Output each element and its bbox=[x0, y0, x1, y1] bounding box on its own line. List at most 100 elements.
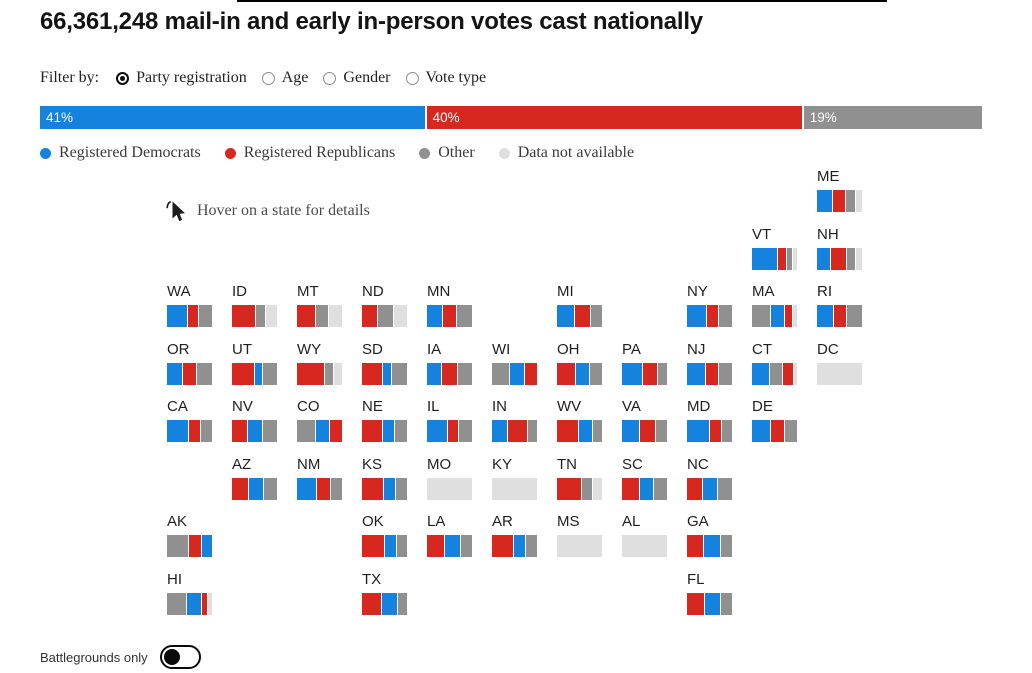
segment-dem bbox=[492, 420, 508, 442]
state-ri[interactable]: RI bbox=[817, 284, 863, 327]
filter-option-party-registration[interactable]: Party registration bbox=[116, 69, 247, 87]
state-ny[interactable]: NY bbox=[687, 284, 733, 327]
segment-rep bbox=[771, 420, 784, 442]
state-sc[interactable]: SC bbox=[622, 455, 668, 500]
segment-dem bbox=[249, 477, 264, 500]
state-bar bbox=[752, 305, 797, 327]
state-bar bbox=[622, 477, 668, 500]
state-abbr: TX bbox=[362, 570, 382, 588]
state-va[interactable]: VA bbox=[622, 399, 668, 442]
state-bar bbox=[167, 535, 212, 557]
state-abbr: SC bbox=[622, 455, 643, 473]
state-nv[interactable]: NV bbox=[232, 399, 278, 442]
segment-rep bbox=[830, 247, 846, 270]
state-abbr: NY bbox=[687, 283, 708, 300]
state-ok[interactable]: OK bbox=[362, 514, 408, 557]
segment-na bbox=[622, 535, 667, 557]
segment-dem bbox=[248, 420, 263, 442]
segment-other bbox=[263, 420, 278, 442]
segment-other bbox=[655, 420, 668, 442]
state-wy[interactable]: WY bbox=[297, 341, 343, 385]
radio-icon[interactable] bbox=[405, 71, 419, 85]
state-bar bbox=[622, 535, 667, 557]
national-segment-other[interactable]: 19% bbox=[803, 106, 982, 129]
segment-dem bbox=[382, 420, 394, 442]
radio-icon[interactable] bbox=[323, 71, 337, 85]
state-ma[interactable]: MA bbox=[752, 284, 798, 327]
state-ms[interactable]: MS bbox=[557, 514, 603, 557]
state-nj[interactable]: NJ bbox=[687, 340, 733, 385]
state-nd[interactable]: ND bbox=[362, 284, 408, 327]
state-ia[interactable]: IA bbox=[427, 341, 473, 385]
state-abbr: AZ bbox=[232, 455, 252, 473]
state-or[interactable]: OR bbox=[167, 341, 213, 385]
state-bar bbox=[557, 362, 603, 385]
national-segment-dem[interactable]: 41% bbox=[40, 106, 425, 129]
state-ct[interactable]: CT bbox=[752, 341, 798, 385]
state-ks[interactable]: KS bbox=[362, 456, 408, 500]
filter-option-gender[interactable]: Gender bbox=[323, 69, 391, 87]
state-abbr: NJ bbox=[687, 340, 706, 358]
filter-options: Party registration Age Gender Vote type bbox=[116, 69, 486, 87]
radio-selected-icon[interactable] bbox=[116, 71, 130, 85]
state-tx[interactable]: TX bbox=[362, 570, 408, 615]
state-bar bbox=[297, 362, 342, 385]
segment-dem bbox=[557, 305, 575, 327]
state-il[interactable]: IL bbox=[427, 399, 473, 442]
state-bar bbox=[362, 592, 407, 615]
hover-hint: Hover on a state for details bbox=[163, 197, 370, 224]
state-co[interactable]: CO bbox=[297, 399, 343, 442]
state-ky[interactable]: KY bbox=[492, 456, 538, 500]
state-oh[interactable]: OH bbox=[557, 341, 603, 385]
state-ar[interactable]: AR bbox=[492, 514, 538, 557]
segment-rep bbox=[188, 535, 201, 557]
state-hi[interactable]: HI bbox=[167, 571, 213, 615]
state-pa[interactable]: PA bbox=[622, 341, 668, 385]
state-mi[interactable]: MI bbox=[557, 284, 603, 327]
state-mo[interactable]: MO bbox=[427, 456, 473, 500]
state-me[interactable]: ME bbox=[817, 169, 863, 212]
state-wa[interactable]: WA bbox=[167, 284, 213, 327]
national-segment-rep[interactable]: 40% bbox=[426, 106, 802, 129]
state-de[interactable]: DE bbox=[752, 399, 798, 442]
state-fl[interactable]: FL bbox=[687, 571, 733, 615]
state-dc[interactable]: DC bbox=[817, 341, 863, 385]
state-nh[interactable]: NH bbox=[817, 226, 863, 270]
state-wi[interactable]: WI bbox=[492, 341, 538, 385]
state-abbr: RI bbox=[817, 283, 832, 300]
state-az[interactable]: AZ bbox=[232, 455, 278, 500]
state-la[interactable]: LA bbox=[427, 514, 473, 557]
segment-rep bbox=[316, 477, 330, 500]
state-md[interactable]: MD bbox=[687, 399, 733, 442]
state-nm[interactable]: NM bbox=[297, 456, 343, 500]
segment-rep bbox=[833, 190, 845, 212]
battlegrounds-toggle[interactable] bbox=[159, 645, 201, 669]
state-wv[interactable]: WV bbox=[557, 399, 603, 442]
state-al[interactable]: AL bbox=[622, 514, 668, 557]
segment-rep bbox=[362, 420, 382, 442]
state-mn[interactable]: MN bbox=[427, 284, 473, 327]
filter-option-vote-type[interactable]: Vote type bbox=[405, 69, 486, 87]
filter-option-age[interactable]: Age bbox=[261, 69, 308, 87]
state-nc[interactable]: NC bbox=[687, 456, 733, 500]
state-ut[interactable]: UT bbox=[232, 341, 278, 385]
state-sd[interactable]: SD bbox=[362, 341, 408, 385]
radio-icon[interactable] bbox=[261, 71, 275, 85]
state-ga[interactable]: GA bbox=[687, 514, 733, 557]
filter-by-label: Filter by: bbox=[40, 69, 100, 86]
state-abbr: TN bbox=[557, 455, 577, 473]
segment-rep bbox=[642, 362, 658, 385]
state-bar bbox=[752, 362, 797, 385]
state-mt[interactable]: MT bbox=[297, 284, 343, 327]
state-tn[interactable]: TN bbox=[557, 455, 603, 500]
state-ne[interactable]: NE bbox=[362, 399, 408, 442]
state-in[interactable]: IN bbox=[492, 399, 538, 442]
state-ca[interactable]: CA bbox=[167, 399, 213, 442]
segment-dem bbox=[254, 362, 263, 385]
segment-rep bbox=[201, 592, 207, 615]
segment-other bbox=[167, 592, 187, 615]
state-vt[interactable]: VT bbox=[752, 226, 798, 270]
state-ak[interactable]: AK bbox=[167, 514, 213, 557]
state-id[interactable]: ID bbox=[232, 284, 278, 327]
segment-rep bbox=[687, 477, 703, 500]
